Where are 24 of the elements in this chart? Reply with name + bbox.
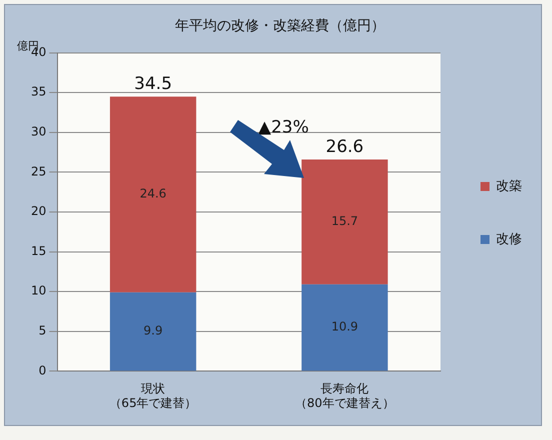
- data-label: 10.9: [331, 320, 358, 334]
- y-tick-label: 15: [30, 244, 46, 258]
- total-label: 26.6: [326, 136, 364, 157]
- x-tick-label: 現状（65年で建替）: [109, 382, 197, 410]
- y-tick-label: 35: [30, 84, 46, 99]
- y-tick-label: 20: [30, 204, 46, 218]
- y-tick-label: 0: [38, 363, 46, 378]
- annotation: ▲23%: [258, 117, 309, 138]
- chart-title: 年平均の改修・改築経費（億円）: [175, 18, 385, 34]
- bar: [110, 96, 196, 292]
- bar: [110, 292, 196, 371]
- y-tick-label: 25: [30, 164, 46, 178]
- data-label: 15.7: [331, 214, 358, 228]
- legend-label: 改築: [496, 178, 522, 194]
- data-label: 24.6: [140, 186, 166, 201]
- bar: [302, 159, 388, 284]
- y-tick-label: 5: [38, 324, 46, 338]
- y-tick-label: 30: [30, 124, 46, 139]
- y-tick-label: 10: [30, 284, 46, 298]
- total-label: 34.5: [134, 74, 172, 94]
- data-label: 9.9: [144, 324, 163, 338]
- legend-label: 改修: [496, 232, 522, 247]
- x-tick-label: 長寿命化（80年で建替え）: [295, 382, 394, 410]
- bar: [302, 284, 388, 371]
